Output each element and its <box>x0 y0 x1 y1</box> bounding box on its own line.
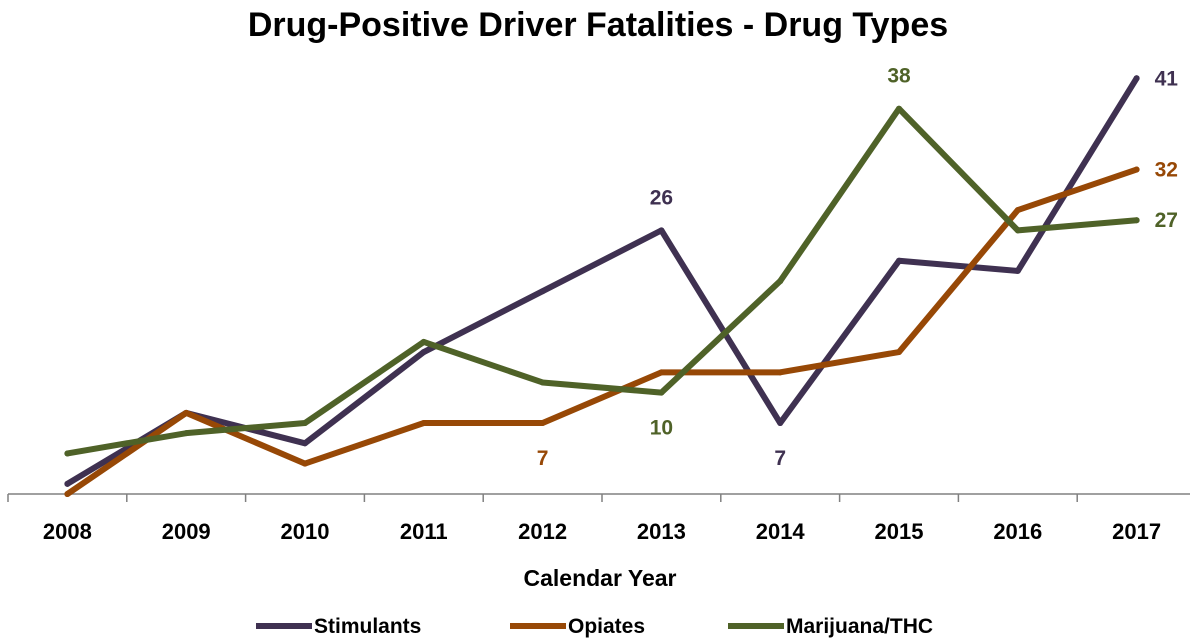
data-label-stimulants: 26 <box>650 186 673 209</box>
x-tick-label-2016: 2016 <box>993 519 1042 544</box>
data-point-stimulants <box>777 420 784 427</box>
x-tick-label-2011: 2011 <box>400 519 448 544</box>
x-tick-label-2017: 2017 <box>1112 519 1161 544</box>
data-point-marijuana-thc <box>658 389 665 396</box>
data-point-stimulants <box>896 257 902 264</box>
series-line-stimulants <box>64 75 1140 487</box>
data-label-marijuana-thc: 27 <box>1155 209 1178 232</box>
data-label-marijuana-thc: 10 <box>650 417 673 440</box>
data-point-stimulants <box>1014 267 1021 274</box>
x-tick-label-2008: 2008 <box>43 519 92 544</box>
data-point-stimulants <box>539 288 546 295</box>
data-labels: 26 7 41 7 32 10 38 27 <box>537 65 1179 470</box>
data-point-marijuana-thc <box>420 338 427 345</box>
x-tick-label-2009: 2009 <box>162 519 211 544</box>
data-point-stimulants <box>64 480 71 487</box>
legend-label-opiates: Opiates <box>568 615 645 638</box>
x-tick-label-2013: 2013 <box>637 519 686 544</box>
data-point-opiates <box>1014 207 1021 214</box>
data-point-stimulants <box>658 227 665 234</box>
chart-title: Drug-Positive Driver Fatalities - Drug T… <box>248 6 948 44</box>
data-point-marijuana-thc <box>302 420 308 427</box>
x-tick-label-2015: 2015 <box>875 519 924 544</box>
data-point-opiates <box>896 349 902 356</box>
data-point-marijuana-thc <box>1014 227 1021 234</box>
plot-area <box>64 75 1140 497</box>
x-axis-title: Calendar Year <box>523 565 676 591</box>
data-point-opiates <box>64 491 71 497</box>
data-label-opiates: 7 <box>537 447 549 470</box>
data-label-marijuana-thc: 38 <box>887 65 911 88</box>
data-point-stimulants <box>302 440 308 447</box>
data-point-opiates <box>302 460 308 467</box>
data-point-marijuana-thc <box>777 278 784 285</box>
data-point-opiates <box>777 369 784 376</box>
data-point-marijuana-thc <box>64 450 71 457</box>
x-tick-label-2012: 2012 <box>518 519 567 544</box>
data-point-stimulants <box>1133 75 1140 82</box>
legend: Stimulants Opiates Marijuana/THC <box>256 615 933 638</box>
x-tick-label-2014: 2014 <box>756 519 806 544</box>
data-point-marijuana-thc <box>539 379 546 386</box>
legend-label-stimulants: Stimulants <box>314 615 421 638</box>
data-label-stimulants: 7 <box>774 447 786 470</box>
x-tick-label-2010: 2010 <box>281 519 330 544</box>
data-label-opiates: 32 <box>1155 159 1178 182</box>
data-point-marijuana-thc <box>896 105 902 112</box>
data-point-opiates <box>1133 166 1140 173</box>
x-axis: 2008 2009 2010 2011 2012 2013 2014 2015 2016 2017 <box>7 493 1190 544</box>
series-line-marijuana-thc <box>64 105 1140 457</box>
data-point-marijuana-thc <box>1133 217 1140 224</box>
series-line-opiates <box>64 166 1140 497</box>
data-point-stimulants <box>420 349 427 356</box>
data-point-opiates <box>539 420 546 427</box>
legend-label-marijuana-thc: Marijuana/THC <box>786 615 933 638</box>
data-point-marijuana-thc <box>183 430 190 437</box>
data-point-opiates <box>658 369 665 376</box>
data-point-opiates <box>183 409 190 416</box>
data-label-stimulants: 41 <box>1155 67 1179 90</box>
data-point-opiates <box>420 420 427 427</box>
